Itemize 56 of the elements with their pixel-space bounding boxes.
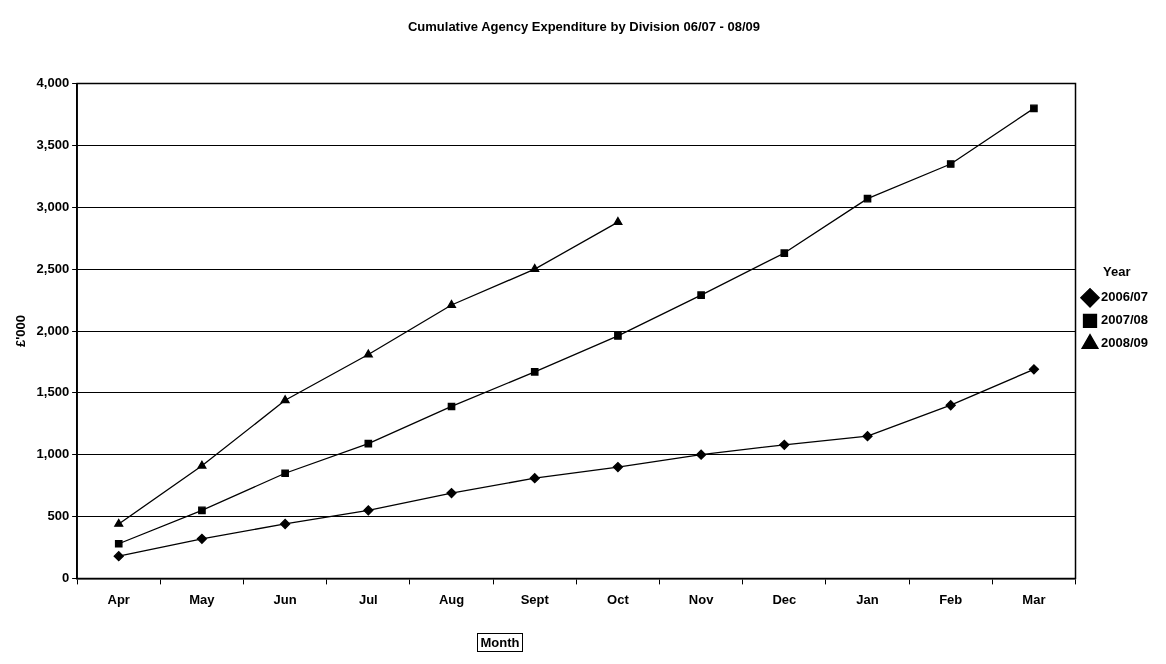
point — [446, 299, 457, 308]
point — [114, 518, 124, 527]
y-tick-label: 0 — [61, 569, 70, 585]
y-tick-label: 1,000 — [36, 446, 70, 462]
y-axis-title: £'000 — [13, 314, 29, 348]
point — [279, 518, 291, 530]
point — [946, 160, 955, 168]
x-axis-title: Month — [476, 633, 524, 652]
legend-label: 2008/09 — [1101, 335, 1149, 351]
point — [1028, 364, 1040, 375]
point — [697, 291, 705, 299]
point — [695, 449, 707, 460]
point — [113, 550, 124, 562]
y-tick-label: 2,500 — [36, 260, 70, 276]
point — [613, 216, 623, 226]
point — [862, 431, 873, 442]
x-tick-label: May — [189, 591, 216, 607]
y-tick-label: 3,000 — [36, 198, 70, 214]
chart-title: Cumulative Agency Expenditure by Division 06/07 - 08/09 — [407, 19, 761, 35]
point — [530, 264, 540, 273]
point — [196, 533, 208, 544]
y-tick-label: 1,500 — [36, 384, 70, 400]
x-tick-label: Sept — [520, 591, 550, 607]
y-tick-label: 2,000 — [36, 322, 70, 338]
y-tick-label: 500 — [47, 508, 70, 524]
point — [114, 539, 123, 548]
x-tick-label: Mar — [1022, 591, 1046, 607]
point — [198, 506, 206, 515]
point — [1030, 104, 1038, 113]
legend-title: Year — [1103, 263, 1131, 279]
x-tick-label: Apr — [107, 591, 130, 607]
point — [363, 349, 373, 358]
point — [364, 439, 373, 448]
point — [612, 461, 624, 473]
point — [614, 332, 622, 340]
legend-label: 2006/07 — [1101, 289, 1149, 305]
point — [780, 249, 789, 257]
x-tick-label: Jun — [273, 591, 297, 607]
x-tick-label: Dec — [772, 591, 797, 607]
x-tick-label: Aug — [438, 591, 465, 607]
x-tick-label: Nov — [688, 591, 715, 607]
point — [779, 439, 790, 450]
point — [530, 367, 539, 376]
x-tick-label: Jul — [358, 591, 378, 607]
y-tick-label: 3,500 — [36, 137, 70, 153]
x-tick-label: Feb — [939, 591, 963, 607]
point — [281, 469, 289, 478]
point — [945, 400, 956, 411]
point — [197, 460, 207, 469]
x-tick-label: Jan — [856, 591, 879, 607]
point — [363, 505, 374, 516]
y-tick-label: 4,000 — [36, 75, 70, 91]
legend-label: 2007/08 — [1101, 312, 1149, 328]
x-tick-label: Oct — [607, 591, 630, 607]
point — [529, 473, 540, 484]
point — [280, 395, 290, 404]
